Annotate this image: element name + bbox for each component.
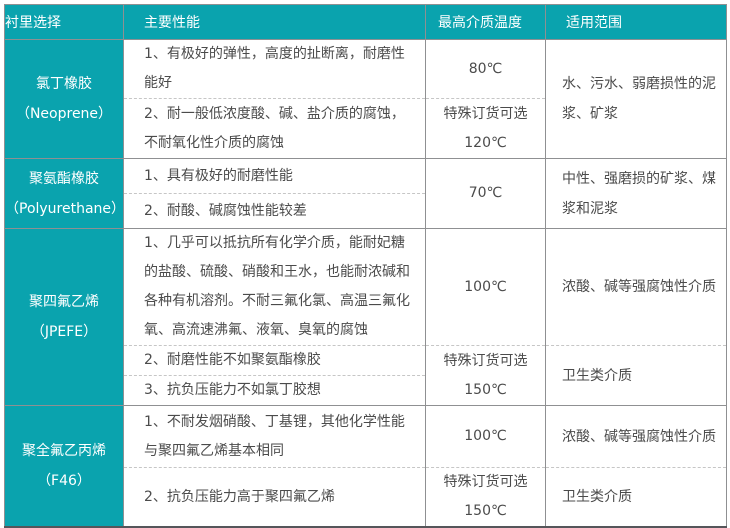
- scope-cell: 浓酸、碱等强腐蚀性介质: [545, 228, 727, 346]
- performance-cell: 1、具有极好的耐磨性能: [123, 158, 426, 194]
- material-name: 聚氨酯橡胶: [29, 170, 99, 187]
- performance-cell: 2、耐酸、碱腐蚀性能较差: [123, 193, 426, 229]
- temp-cell: 特殊订货可选 150℃: [425, 467, 546, 527]
- col-header-performance: 主要性能: [123, 4, 426, 40]
- performance-cell: 2、耐磨性能不如聚氨酯橡胶: [123, 345, 426, 376]
- table-row: 聚氨酯橡胶 （Polyurethane） 1、具有极好的耐磨性能 70℃ 中性、…: [4, 158, 727, 229]
- temp-note: 特殊订货可选: [443, 474, 528, 490]
- temp-value: 150℃: [464, 381, 507, 398]
- scope-cell: 卫生类介质: [545, 467, 727, 527]
- scope-cell: 中性、强磨损的矿浆、煤浆和泥浆: [545, 158, 727, 229]
- material-name-en: （Polyurethane）: [5, 200, 126, 217]
- performance-cell: 2、耐一般低浓度酸、碱、盐介质的腐蚀，不耐氧化性介质的腐蚀: [123, 98, 426, 159]
- performance-cell: 3、抗负压能力不如氯丁胶想: [123, 375, 426, 406]
- lining-selection-table: 衬里选择 主要性能 最高介质温度 适用范围 氯丁橡胶 （Neoprene） 1、…: [4, 4, 727, 528]
- table-header-row: 衬里选择 主要性能 最高介质温度 适用范围: [4, 4, 727, 40]
- temp-value: 120℃: [464, 134, 507, 151]
- material-cell-polyurethane: 聚氨酯橡胶 （Polyurethane）: [4, 158, 126, 229]
- temp-value: 150℃: [464, 503, 507, 519]
- temp-cell: 70℃: [425, 158, 546, 229]
- material-name-en: （Neoprene）: [15, 106, 113, 122]
- temp-cell: 特殊订货可选 150℃: [425, 345, 546, 406]
- temp-note: 特殊订货可选: [443, 352, 528, 369]
- temp-cell: 100℃: [425, 228, 546, 346]
- material-name: 聚四氟乙烯: [29, 294, 99, 310]
- material-name: 氯丁橡胶: [36, 76, 92, 92]
- performance-cell: 1、几乎可以抵抗所有化学介质，能耐妃糖的盐酸、硫酸、硝酸和王水，也能耐浓碱和各种…: [123, 228, 426, 346]
- temp-cell: 100℃: [425, 405, 546, 468]
- performance-cell: 2、抗负压能力高于聚四氟乙烯: [123, 467, 426, 527]
- material-name-en: （F46）: [37, 473, 91, 489]
- material-cell-ptfe: 聚四氟乙烯 （JPEFE）: [4, 228, 124, 406]
- table-row: 聚全氟乙丙烯 （F46） 1、不耐发烟硝酸、丁基锂，其他化学性能与聚四氟乙烯基本…: [4, 405, 727, 527]
- col-header-max-temp: 最高介质温度: [425, 4, 546, 40]
- material-name: 聚全氟乙丙烯: [22, 443, 106, 459]
- material-cell-f46: 聚全氟乙丙烯 （F46）: [4, 405, 124, 527]
- table-row: 2、抗负压能力高于聚四氟乙烯 特殊订货可选 150℃ 卫生类介质: [5, 467, 727, 527]
- table-row: 3、抗负压能力不如氯丁胶想: [5, 375, 727, 406]
- performance-cell: 1、不耐发烟硝酸、丁基锂，其他化学性能与聚四氟乙烯基本相同: [123, 405, 426, 468]
- performance-cell: 1、有极好的弹性，高度的扯断离，耐磨性能好: [123, 39, 426, 99]
- scope-cell: 浓酸、碱等强腐蚀性介质: [545, 405, 727, 468]
- table-row: 氯丁橡胶 （Neoprene） 1、有极好的弹性，高度的扯断离，耐磨性能好 80…: [4, 39, 727, 159]
- col-header-lining: 衬里选择: [4, 4, 124, 40]
- table-row: 2、耐酸、碱腐蚀性能较差: [5, 193, 727, 229]
- table-row: 聚四氟乙烯 （JPEFE） 1、几乎可以抵抗所有化学介质，能耐妃糖的盐酸、硫酸、…: [4, 228, 727, 406]
- table-row: 2、耐磨性能不如聚氨酯橡胶 特殊订货可选 150℃ 卫生类介质: [5, 345, 727, 406]
- material-name-en: （JPEFE）: [30, 324, 98, 340]
- scope-cell: 水、污水、弱磨损性的泥浆、矿浆: [545, 39, 727, 159]
- col-header-scope: 适用范围: [545, 4, 727, 40]
- temp-note: 特殊订货可选: [443, 105, 528, 122]
- material-cell-neoprene: 氯丁橡胶 （Neoprene）: [4, 39, 124, 159]
- scope-cell: 卫生类介质: [545, 345, 727, 406]
- temp-cell: 特殊订货可选 120℃: [425, 98, 546, 159]
- table-row: 2、耐一般低浓度酸、碱、盐介质的腐蚀，不耐氧化性介质的腐蚀 特殊订货可选 120…: [5, 98, 727, 159]
- temp-cell: 80℃: [425, 39, 546, 99]
